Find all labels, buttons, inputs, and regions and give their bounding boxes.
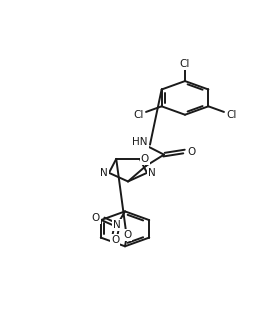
Text: Cl: Cl (133, 110, 143, 120)
Text: N: N (113, 220, 121, 230)
Text: O: O (123, 230, 131, 240)
Text: HN: HN (132, 137, 148, 147)
Text: O: O (111, 235, 119, 245)
Text: O: O (92, 213, 100, 223)
Text: O: O (187, 147, 195, 156)
Text: Cl: Cl (180, 59, 190, 69)
Text: O: O (141, 154, 149, 164)
Text: Cl: Cl (227, 110, 237, 120)
Text: N: N (100, 168, 108, 178)
Text: N: N (148, 168, 156, 178)
